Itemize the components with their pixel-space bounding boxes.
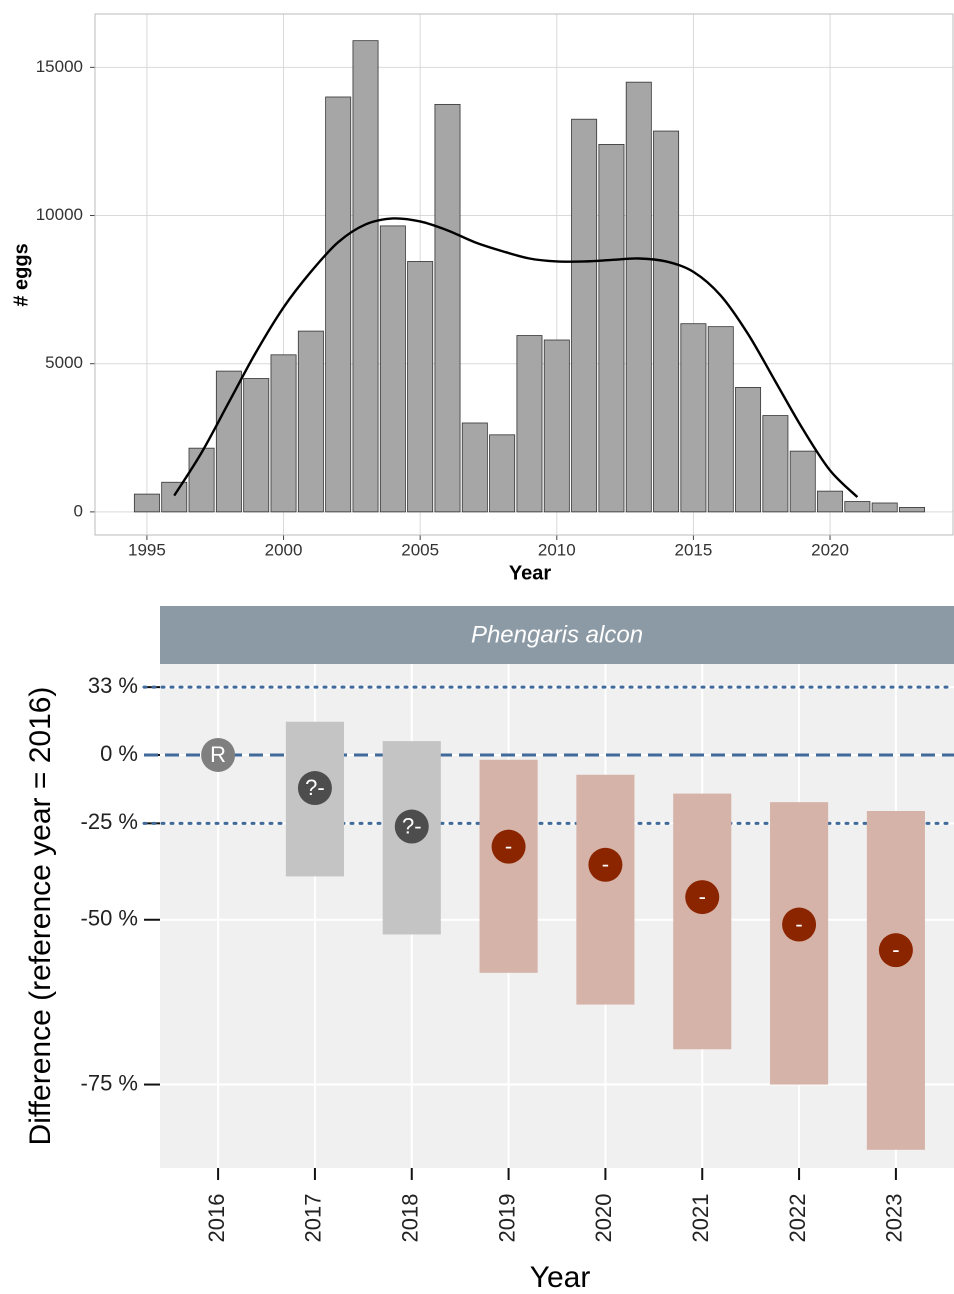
bar [598,143,625,513]
smooth-line [173,217,859,498]
point-label: ?- [402,813,422,838]
x-tick-label: 2015 [674,540,712,559]
x-tick-label: 2005 [401,540,439,559]
bar [735,387,762,513]
point-label: R [210,742,226,767]
x-tick-label: 2019 [494,1194,519,1243]
bar [161,481,188,513]
bar [871,502,898,513]
y-tick-label: 10000 [36,205,83,224]
x-tick-label: 2021 [688,1194,713,1243]
y-tick-label: 0 [74,501,83,520]
bar [680,323,707,513]
bar [270,354,297,513]
bar [707,326,734,513]
bar [571,118,598,513]
y-tick-label: -50 % [81,906,138,931]
bar [899,507,925,513]
interval-box [673,793,732,1050]
bar [653,130,680,513]
bar [543,339,570,513]
y-tick-label: 33 % [88,673,138,698]
panel-border [94,13,954,536]
point [297,771,332,806]
bar [516,335,543,513]
bar [817,490,844,513]
bar [625,81,652,513]
y-tick-label: -25 % [81,809,138,834]
y-axis-title: Difference (reference year = 2016) [24,687,57,1146]
facet-strip [160,606,954,664]
interval-box [770,802,829,1085]
bar [789,450,816,513]
point [878,933,913,968]
x-axis-title: Year [509,562,551,584]
interval-box [576,774,635,1005]
point [394,809,429,844]
y-axis-title: # eggs [10,243,32,306]
bar [434,103,461,513]
point-label: - [505,833,512,858]
x-tick-label: 2020 [591,1194,616,1243]
y-tick-label: 5000 [45,353,83,372]
point [685,880,720,915]
facet-label: Phengaris alcon [471,621,643,648]
x-tick-label: 1995 [128,540,166,559]
interval-box [866,810,925,1150]
x-tick-label: 2022 [785,1194,810,1243]
point-label: ?- [305,775,325,800]
point-label: - [795,911,802,936]
point-label: - [892,937,899,962]
point-label: - [699,884,706,909]
point [201,737,236,772]
point [588,847,623,882]
y-tick-label: 0 % [100,741,138,766]
x-tick-label: 2000 [265,540,303,559]
bar [352,40,379,513]
point [491,829,526,864]
x-tick-label: 2010 [538,540,576,559]
point [782,907,817,942]
bar [133,493,160,513]
y-tick-label: 15000 [36,57,83,76]
bar [188,447,215,513]
x-tick-label: 2018 [398,1194,423,1243]
x-axis-title: Year [530,1261,591,1294]
bar [762,415,789,513]
bar [461,422,488,513]
interval-box [479,759,538,973]
x-tick-label: 2016 [204,1194,229,1243]
x-tick-label: 2020 [811,540,849,559]
bar [379,225,406,513]
panel [160,664,954,1168]
bar [325,96,352,513]
y-tick-label: -75 % [81,1070,138,1095]
bar [243,378,270,513]
bar [215,370,242,513]
bar [489,434,516,513]
x-tick-label: 2017 [301,1194,326,1243]
bar [297,330,324,513]
x-tick-label: 2023 [882,1194,907,1243]
bar [407,261,434,513]
bar [844,501,871,513]
point-label: - [602,852,609,877]
